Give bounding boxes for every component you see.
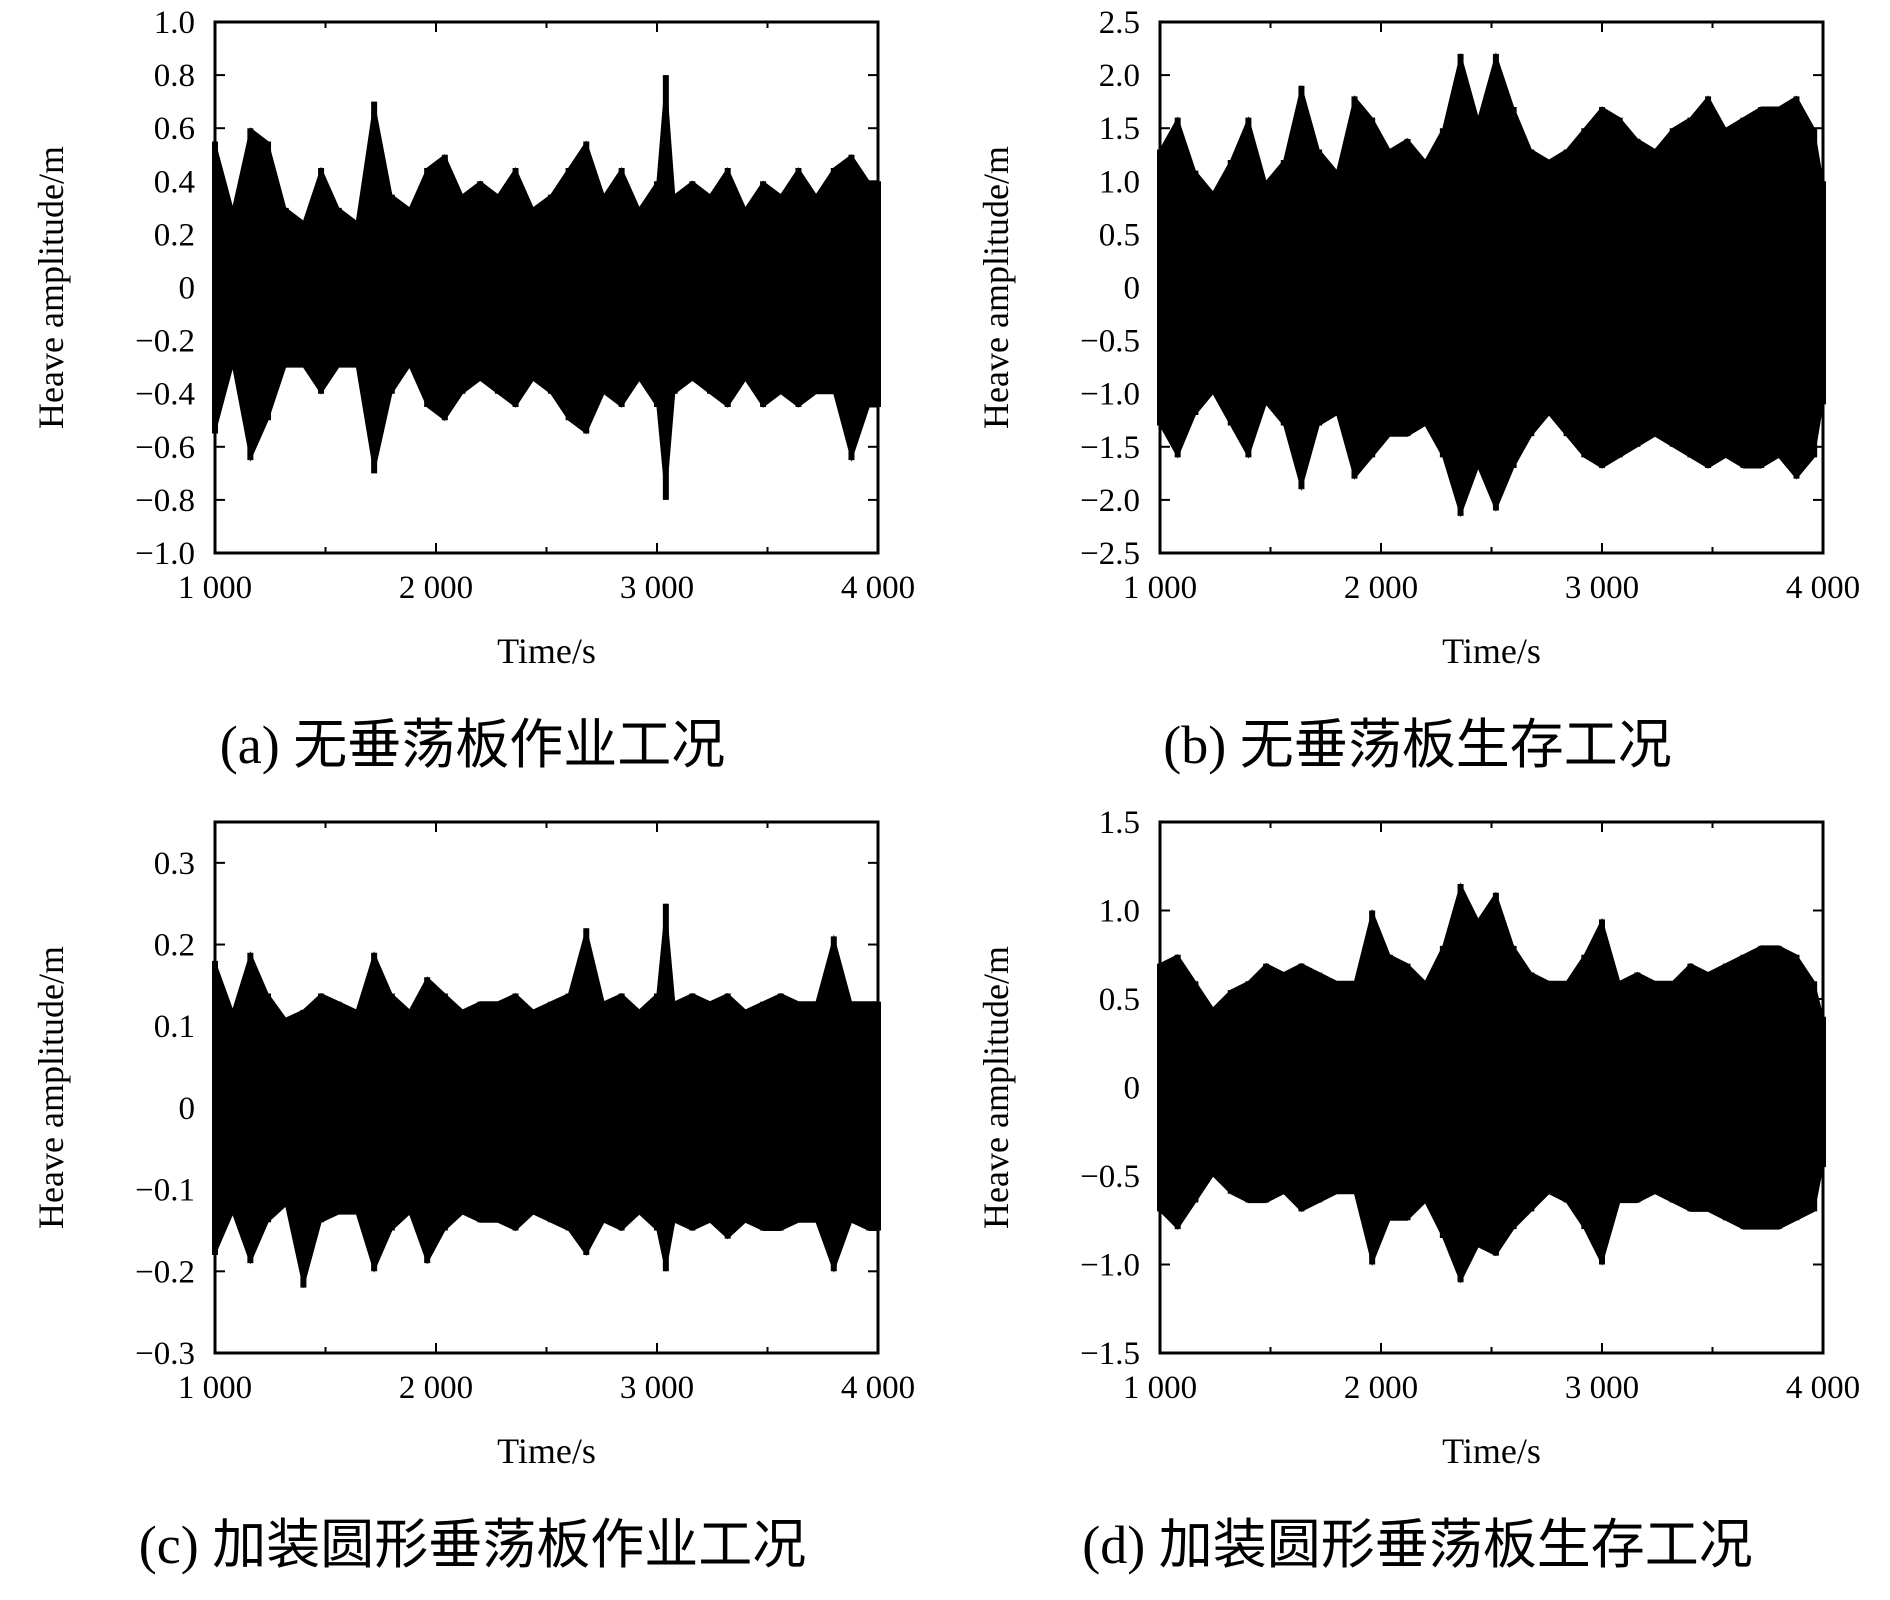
y-tick-label: −0.8: [135, 483, 195, 519]
y-tick-label: 0.1: [154, 1009, 195, 1045]
y-tick-label: −0.1: [135, 1173, 195, 1209]
caption-c: (c) 加装圆形垂荡板作业工况: [138, 1515, 807, 1575]
y-tick-label: 2.5: [1099, 5, 1140, 41]
y-tick-label: 2.0: [1099, 58, 1140, 94]
panel-b: 2.5 2.0 1.5 1.0 0.5 0 −0.5 −1.0 −1.5 −2.0 −2.5 1 00…: [945, 0, 1890, 800]
y-tick-label: −0.2: [135, 1254, 195, 1290]
panel-d: 1.5 1.0 0.5 0 −0.5 −1.0 −1.5 1 000 2 000 3 000 4 0…: [945, 800, 1890, 1600]
y-tick-label: −1.5: [1080, 1336, 1140, 1372]
y-tick-label: −0.4: [135, 377, 195, 413]
y-tick-label: 0.8: [154, 58, 195, 94]
x-axis-label: Time/s: [1442, 1431, 1541, 1471]
panel-c: 0.3 0.2 0.1 0 −0.1 −0.2 −0.3 1 000 2 000 3 000 4 0…: [0, 800, 945, 1600]
y-tick-label: 0: [179, 1091, 196, 1127]
x-tick-label: 4 000: [1786, 570, 1860, 606]
x-tick-label: 1 000: [1123, 570, 1197, 606]
y-axis-label: Heave amplitude/m: [31, 146, 71, 429]
y-tick-label: −0.5: [1080, 1159, 1140, 1195]
y-tick-label: 0.4: [154, 164, 195, 200]
x-tick-label: 3 000: [1565, 570, 1639, 606]
y-tick-label: −1.0: [1080, 1248, 1140, 1284]
y-tick-label: 0.2: [154, 928, 195, 964]
chart-a: 1.0 0.8 0.6 0.4 0.2 0 −0.2 −0.4 −0.6 −0.8 −1.01 00…: [31, 5, 915, 671]
x-tick-label: 3 000: [620, 570, 694, 606]
y-tick-label: 0.3: [154, 846, 195, 882]
y-tick-label: 1.0: [1099, 894, 1140, 930]
x-tick-label: 2 000: [1344, 570, 1418, 606]
x-tick-label: 4 000: [841, 1370, 915, 1406]
y-tick-label: 0: [179, 271, 196, 307]
y-tick-label: −1.5: [1080, 430, 1140, 466]
y-tick-label: 0.2: [154, 217, 195, 253]
y-tick-label: 0.5: [1099, 217, 1140, 253]
y-tick-label: −0.2: [135, 324, 195, 360]
y-tick-label: −1.0: [135, 536, 195, 572]
panel-a: 1.0 0.8 0.6 0.4 0.2 0 −0.2 −0.4 −0.6 −0.8 −1.0 1 00…: [0, 0, 945, 800]
y-tick-label: 0.6: [154, 111, 195, 147]
y-axis-label: Heave amplitude/m: [31, 946, 71, 1229]
x-axis-label: Time/s: [1442, 631, 1541, 671]
chart-b: 2.5 2.0 1.5 1.0 0.5 0 −0.5 −1.0 −1.5 −2.0 −2.51 00…: [976, 5, 1860, 671]
y-tick-label: 0: [1124, 1071, 1141, 1107]
y-tick-label: −0.3: [135, 1336, 195, 1372]
x-tick-label: 3 000: [620, 1370, 694, 1406]
y-tick-label: −2.0: [1080, 483, 1140, 519]
y-tick-label: −1.0: [1080, 377, 1140, 413]
x-tick-label: 2 000: [399, 570, 473, 606]
y-tick-label: 1.0: [154, 5, 195, 41]
y-tick-label: 0.5: [1099, 982, 1140, 1018]
y-tick-label: −0.5: [1080, 324, 1140, 360]
x-tick-label: 1 000: [178, 570, 252, 606]
caption-b: (b) 无垂荡板生存工况: [1163, 715, 1672, 775]
y-tick-label: −0.6: [135, 430, 195, 466]
chart-d: 1.5 1.0 0.5 0 −0.5 −1.0 −1.51 000 2 000 3 000 4 0…: [976, 805, 1860, 1471]
x-tick-label: 4 000: [841, 570, 915, 606]
x-tick-label: 1 000: [178, 1370, 252, 1406]
y-tick-label: −2.5: [1080, 536, 1140, 572]
y-tick-label: 1.5: [1099, 805, 1140, 841]
caption-d: (d) 加装圆形垂荡板生存工况: [1082, 1515, 1753, 1575]
x-tick-label: 1 000: [1123, 1370, 1197, 1406]
x-tick-label: 3 000: [1565, 1370, 1639, 1406]
y-tick-label: 1.0: [1099, 164, 1140, 200]
x-tick-label: 2 000: [1344, 1370, 1418, 1406]
x-axis-label: Time/s: [497, 1431, 596, 1471]
y-axis-label: Heave amplitude/m: [976, 946, 1016, 1229]
x-axis-label: Time/s: [497, 631, 596, 671]
chart-c: 0.3 0.2 0.1 0 −0.1 −0.2 −0.31 000 2 000 3 000 4 0…: [31, 820, 915, 1471]
y-tick-label: 0: [1124, 271, 1141, 307]
caption-a: (a) 无垂荡板作业工况: [219, 715, 726, 775]
x-tick-label: 2 000: [399, 1370, 473, 1406]
x-tick-label: 4 000: [1786, 1370, 1860, 1406]
y-axis-label: Heave amplitude/m: [976, 146, 1016, 429]
y-tick-label: 1.5: [1099, 111, 1140, 147]
